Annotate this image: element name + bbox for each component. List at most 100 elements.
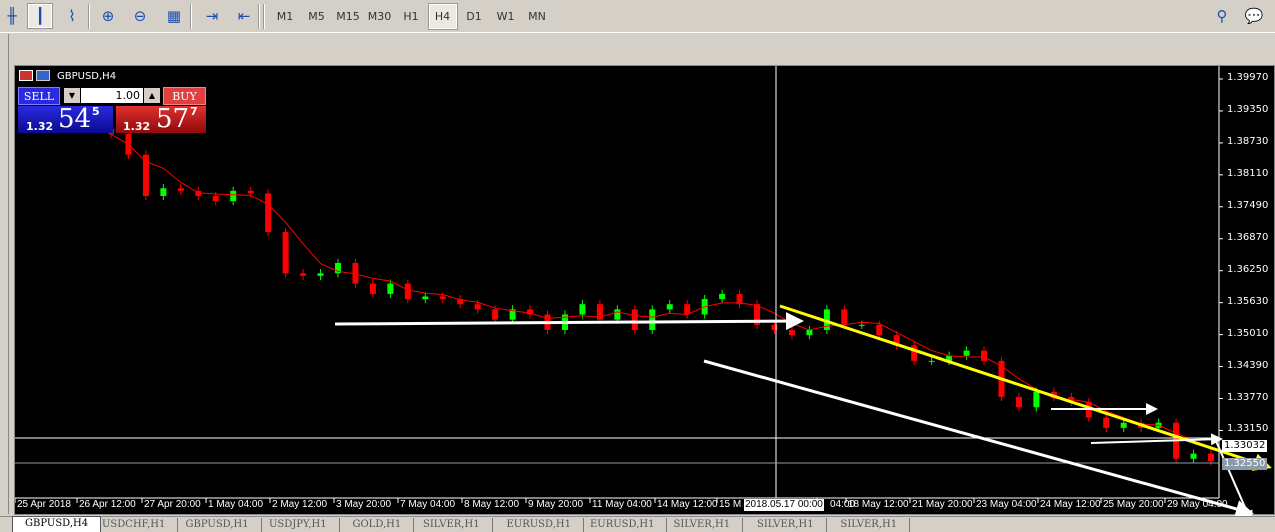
candle	[1033, 391, 1040, 408]
time-label: 14 May 12:00	[657, 499, 718, 510]
time-label: 15 M	[719, 499, 742, 510]
bar-chart-icon[interactable]: ╫	[7, 7, 17, 25]
chart-shift-icon[interactable]: ⇥	[205, 7, 219, 25]
candle	[684, 304, 691, 315]
candle	[352, 262, 359, 284]
candle	[928, 360, 935, 362]
toolbar-separator	[263, 4, 265, 29]
zoom-in-icon[interactable]: ⊕	[101, 7, 115, 25]
price-label: 1.37490	[1227, 199, 1269, 211]
timeframe-m1[interactable]: M1	[276, 10, 294, 23]
line-chart-icon[interactable]: ⌇	[68, 7, 76, 25]
candle	[334, 262, 341, 274]
search-icon[interactable]: ⚲	[1216, 7, 1228, 25]
candle	[858, 324, 865, 326]
timeframe-m30[interactable]: M30	[367, 10, 392, 23]
bid-price-label: 1.32550	[1222, 458, 1268, 470]
arrow-line[interactable]	[1090, 433, 1223, 446]
timeframe-m15[interactable]: M15	[336, 10, 360, 23]
chart-tab[interactable]: SILVER,H1	[745, 518, 827, 532]
volume-increase-button[interactable]: ▲	[144, 88, 160, 103]
chart-tab[interactable]: SILVER,H1	[411, 518, 493, 532]
volume-decrease-button[interactable]: ▼	[64, 88, 80, 103]
one-click-trading-panel: SELL ▼ 1.00 ▲ BUY 1.32 54 5 1.32 57 7	[18, 87, 207, 134]
chart-tab[interactable]: SILVER,H1	[829, 518, 911, 532]
candle	[579, 304, 586, 315]
chart-tab[interactable]: USDJPY,H1	[257, 518, 340, 532]
candle	[649, 309, 656, 330]
timeframe-h4[interactable]: H4	[427, 3, 458, 30]
price-label: 1.39350	[1227, 103, 1269, 115]
timeframe-m5[interactable]: M5	[308, 10, 325, 23]
buy-button[interactable]: BUY	[163, 87, 206, 105]
timeframe-w1[interactable]: W1	[496, 10, 515, 23]
candle	[492, 309, 499, 320]
time-label: 27 Apr 20:00	[144, 499, 201, 510]
candle	[946, 355, 953, 361]
buy-price[interactable]: 1.32 57 7	[116, 104, 206, 134]
price-label: 1.34390	[1227, 359, 1269, 371]
time-label: 7 May 04:00	[400, 499, 456, 510]
chart-window-icon	[19, 70, 33, 81]
price-label: 1.35630	[1227, 295, 1269, 307]
price-chart[interactable]	[15, 66, 1275, 516]
arrow-line[interactable]	[1215, 440, 1253, 516]
auto-scroll-icon[interactable]: ⇤	[237, 7, 251, 25]
candle	[1120, 422, 1127, 428]
candle	[631, 309, 638, 330]
candle	[754, 304, 761, 325]
chart-window[interactable]: GBPUSD,H4 SELL ▼ 1.00 ▲ BUY 1.32 54 5 1.…	[14, 65, 1275, 516]
toolbar-separator	[88, 4, 90, 29]
price-label: 1.38110	[1227, 167, 1269, 179]
left-panel-edge	[0, 34, 9, 514]
zoom-out-icon[interactable]: ⊖	[133, 7, 147, 25]
timeframe-h1[interactable]: H1	[403, 10, 419, 23]
trend-line[interactable]	[703, 359, 1254, 516]
horizontal-arrow[interactable]	[334, 312, 804, 331]
chart-tab[interactable]: EURUSD,H1	[578, 518, 668, 532]
time-label: 25 Apr 2018	[17, 499, 71, 510]
sell-price[interactable]: 1.32 54 5	[18, 104, 113, 134]
candle	[177, 188, 184, 191]
time-label: 2 May 12:00	[272, 499, 328, 510]
chart-tab[interactable]: GBPUSD,H1	[174, 518, 262, 532]
price-label: 1.38730	[1227, 135, 1269, 147]
candle	[509, 309, 516, 320]
candle	[160, 188, 167, 196]
candle	[317, 273, 324, 276]
candle	[404, 283, 411, 300]
sell-button[interactable]: SELL	[18, 87, 60, 105]
chart-tab[interactable]: GBPUSD,H4	[12, 516, 102, 532]
chart-tabs: GBPUSD,H4 USDCHF,H1 GBPUSD,H1 USDJPY,H1 GOLD…	[0, 516, 1275, 532]
candle	[282, 232, 289, 274]
candle	[1103, 417, 1110, 428]
tile-windows-icon[interactable]: ▦	[166, 7, 182, 25]
price-label: 1.33150	[1227, 423, 1269, 435]
candle	[474, 304, 481, 310]
toolbar-separator	[258, 4, 260, 29]
candle	[369, 283, 376, 294]
time-label: 11 May 04:00	[592, 499, 652, 510]
chat-icon[interactable]: 💬	[1244, 7, 1264, 25]
candle	[300, 273, 307, 276]
yellow-trend-line[interactable]	[779, 304, 1272, 471]
price-label: 1.35010	[1227, 327, 1269, 339]
timeframe-d1[interactable]: D1	[466, 10, 482, 23]
crosshair-time-label: 2018.05.17 00:00	[744, 499, 824, 511]
price-label: 1.39970	[1227, 72, 1269, 83]
timeframe-mn[interactable]: MN	[528, 10, 546, 23]
chart-tab[interactable]: GOLD,H1	[341, 518, 415, 532]
candle	[387, 283, 394, 294]
candle	[142, 154, 149, 196]
volume-input[interactable]: 1.00	[81, 88, 143, 103]
candle	[439, 296, 446, 300]
candle	[230, 190, 237, 202]
candlestick-icon[interactable]: ┃	[27, 3, 53, 29]
candle	[1015, 396, 1022, 408]
time-label: 24 May 12:00	[1040, 499, 1101, 510]
time-label: 23 May 04:00	[976, 499, 1037, 510]
chart-tab[interactable]: SILVER,H1	[662, 518, 744, 532]
chart-tab[interactable]: USDCHF,H1	[90, 518, 179, 532]
chart-tab[interactable]: EURUSD,H1	[495, 518, 584, 532]
time-label: 18 May 12:00	[848, 499, 909, 510]
